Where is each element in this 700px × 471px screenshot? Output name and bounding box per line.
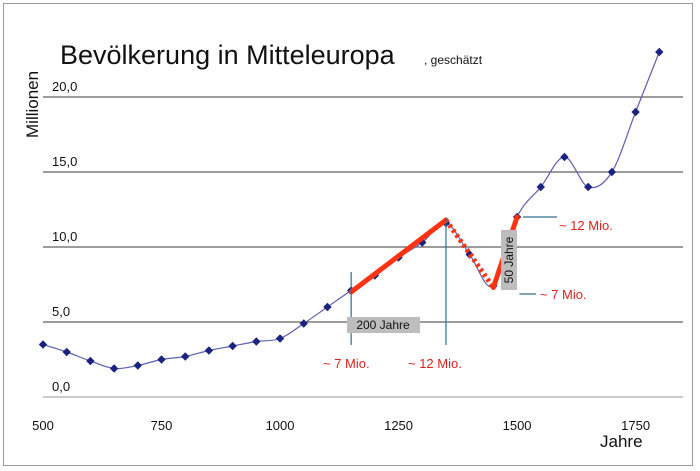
x-tick-label: 1000 bbox=[266, 418, 295, 433]
box-50-years bbox=[501, 230, 517, 290]
x-tick-label: 750 bbox=[151, 418, 173, 433]
growth-line-1 bbox=[348, 217, 449, 295]
y-tick-label: 15,0 bbox=[52, 154, 77, 169]
chart-title: Bevölkerung in Mitteleuropa bbox=[60, 40, 396, 70]
y-tick-label: 20,0 bbox=[52, 79, 77, 94]
data-point bbox=[536, 182, 545, 192]
data-point bbox=[583, 182, 593, 192]
x-tick-label: 1750 bbox=[621, 418, 650, 433]
y-tick-label: 10,0 bbox=[52, 229, 77, 244]
data-point bbox=[157, 355, 166, 364]
data-point bbox=[631, 107, 640, 117]
x-tick-label: 1500 bbox=[503, 418, 532, 433]
decline-line bbox=[443, 218, 496, 289]
annotations-layer: 200 Jahre 50 Jahre ~ 7 Mio. ~ 12 Mio. ~ 12 M… bbox=[323, 214, 613, 371]
x-tick-label: 500 bbox=[32, 418, 54, 433]
data-point bbox=[299, 319, 308, 328]
data-point bbox=[62, 347, 71, 357]
box-200-years bbox=[347, 317, 420, 333]
label-7-mio-right: ~ 7 Mio. bbox=[540, 287, 587, 302]
chart-subtitle: , geschätzt bbox=[424, 53, 483, 67]
chart-frame bbox=[3, 3, 693, 466]
tick-labels: 0,0 5,0 10,0 15,0 20,0 500 750 1000 1250 1500 1750 bbox=[32, 79, 650, 433]
data-point bbox=[86, 356, 95, 366]
label-50-years: 50 Jahre bbox=[502, 236, 516, 283]
x-tick-label: 1250 bbox=[384, 418, 413, 433]
label-7-mio-left: ~ 7 Mio. bbox=[323, 356, 370, 371]
y-tick-label: 0,0 bbox=[52, 379, 70, 394]
gridlines bbox=[43, 96, 683, 398]
y-axis-label: Millionen bbox=[23, 71, 42, 138]
data-point bbox=[323, 302, 332, 312]
data-point bbox=[181, 352, 190, 361]
y-tick-label: 5,0 bbox=[52, 304, 70, 319]
data-point bbox=[275, 334, 285, 343]
label-12-mio-left: ~ 12 Mio. bbox=[408, 356, 462, 371]
label-200-years: 200 Jahre bbox=[356, 318, 410, 332]
data-point bbox=[38, 340, 48, 349]
data-point bbox=[560, 152, 569, 162]
data-point bbox=[607, 167, 617, 177]
data-point bbox=[655, 47, 664, 57]
data-point bbox=[109, 364, 119, 373]
label-12-mio-right: ~ 12 Mio. bbox=[559, 218, 613, 233]
data-point bbox=[252, 337, 261, 346]
data-point bbox=[228, 341, 237, 351]
data-point bbox=[133, 361, 143, 370]
x-axis-label: Jahre bbox=[600, 432, 643, 451]
data-point bbox=[204, 346, 214, 355]
